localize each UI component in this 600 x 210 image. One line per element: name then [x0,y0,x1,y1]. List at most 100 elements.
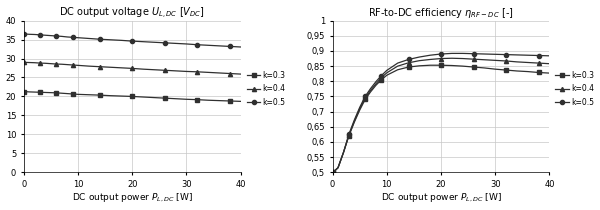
k=0.3 [329,171,337,173]
k=0.4 [118,67,125,69]
k=0.5 [37,34,44,36]
Line: k=0.5: k=0.5 [331,51,551,174]
k=0.5 [183,43,190,45]
k=0.5 [481,53,488,55]
k=0.4 [367,89,374,92]
Line: k=0.4: k=0.4 [331,56,551,174]
k=0.3 [373,84,380,87]
k=0.4 [546,62,553,65]
k=0.4 [172,70,179,72]
k=0.5 [205,44,212,47]
k=0.5 [139,41,146,43]
k=0.4 [491,59,499,62]
k=0.4 [107,66,114,68]
k=0.4 [37,62,44,64]
k=0.5 [345,133,352,136]
k=0.5 [514,54,521,56]
Title: RF-to-DC efficiency $\eta_{RF-DC}$ [-]: RF-to-DC efficiency $\eta_{RF-DC}$ [-] [368,7,514,21]
k=0.3 [58,92,65,94]
k=0.4 [514,61,521,63]
k=0.4 [96,66,103,68]
k=0.4 [329,171,337,173]
k=0.4 [345,134,352,136]
k=0.5 [172,42,179,45]
k=0.4 [237,73,244,75]
k=0.5 [362,95,369,98]
k=0.5 [546,55,553,57]
k=0.3 [205,99,212,101]
k=0.5 [215,45,223,47]
Line: k=0.3: k=0.3 [331,63,551,174]
k=0.3 [74,93,82,96]
k=0.4 [356,107,364,110]
k=0.4 [161,69,169,72]
k=0.5 [334,166,341,169]
k=0.4 [351,120,358,123]
k=0.5 [437,53,445,55]
k=0.5 [378,74,385,77]
k=0.3 [535,71,542,74]
k=0.4 [74,64,82,67]
k=0.4 [481,59,488,61]
k=0.5 [42,34,49,37]
k=0.3 [334,166,341,169]
k=0.3 [128,95,136,98]
Line: k=0.4: k=0.4 [22,60,243,76]
k=0.4 [69,64,76,66]
k=0.3 [351,121,358,123]
k=0.4 [26,61,33,64]
k=0.3 [546,72,553,74]
k=0.5 [31,33,38,36]
k=0.3 [502,69,509,71]
k=0.3 [96,94,103,96]
k=0.4 [459,57,466,60]
k=0.5 [535,54,542,57]
k=0.4 [42,62,49,64]
k=0.5 [405,58,412,61]
k=0.4 [416,59,423,62]
k=0.3 [64,92,71,95]
k=0.4 [448,57,455,59]
k=0.5 [351,119,358,121]
k=0.5 [118,39,125,42]
k=0.5 [356,106,364,109]
k=0.5 [502,53,509,56]
k=0.3 [237,100,244,103]
k=0.4 [226,72,233,75]
k=0.5 [69,36,76,39]
k=0.4 [128,67,136,70]
k=0.4 [31,62,38,64]
k=0.5 [107,38,114,41]
k=0.5 [427,54,434,56]
k=0.3 [69,93,76,95]
k=0.3 [139,96,146,98]
k=0.5 [47,34,55,37]
k=0.5 [74,37,82,39]
k=0.3 [394,68,401,71]
k=0.5 [367,87,374,90]
k=0.3 [416,64,423,67]
Legend: k=0.3, k=0.4, k=0.5: k=0.3, k=0.4, k=0.5 [247,71,286,106]
k=0.4 [383,72,391,74]
k=0.4 [47,62,55,65]
k=0.4 [405,62,412,64]
k=0.5 [64,36,71,38]
k=0.4 [378,76,385,79]
k=0.3 [362,98,369,101]
k=0.5 [58,35,65,38]
Line: k=0.3: k=0.3 [22,89,243,104]
k=0.4 [427,58,434,61]
k=0.5 [524,54,532,56]
k=0.4 [151,68,158,71]
k=0.3 [215,99,223,102]
k=0.4 [64,63,71,66]
k=0.5 [226,45,233,48]
k=0.5 [394,62,401,64]
k=0.4 [524,61,532,64]
Line: k=0.5: k=0.5 [22,32,243,49]
k=0.5 [85,37,92,40]
k=0.5 [340,151,347,154]
k=0.3 [31,91,38,93]
k=0.5 [491,53,499,56]
k=0.5 [53,35,60,37]
